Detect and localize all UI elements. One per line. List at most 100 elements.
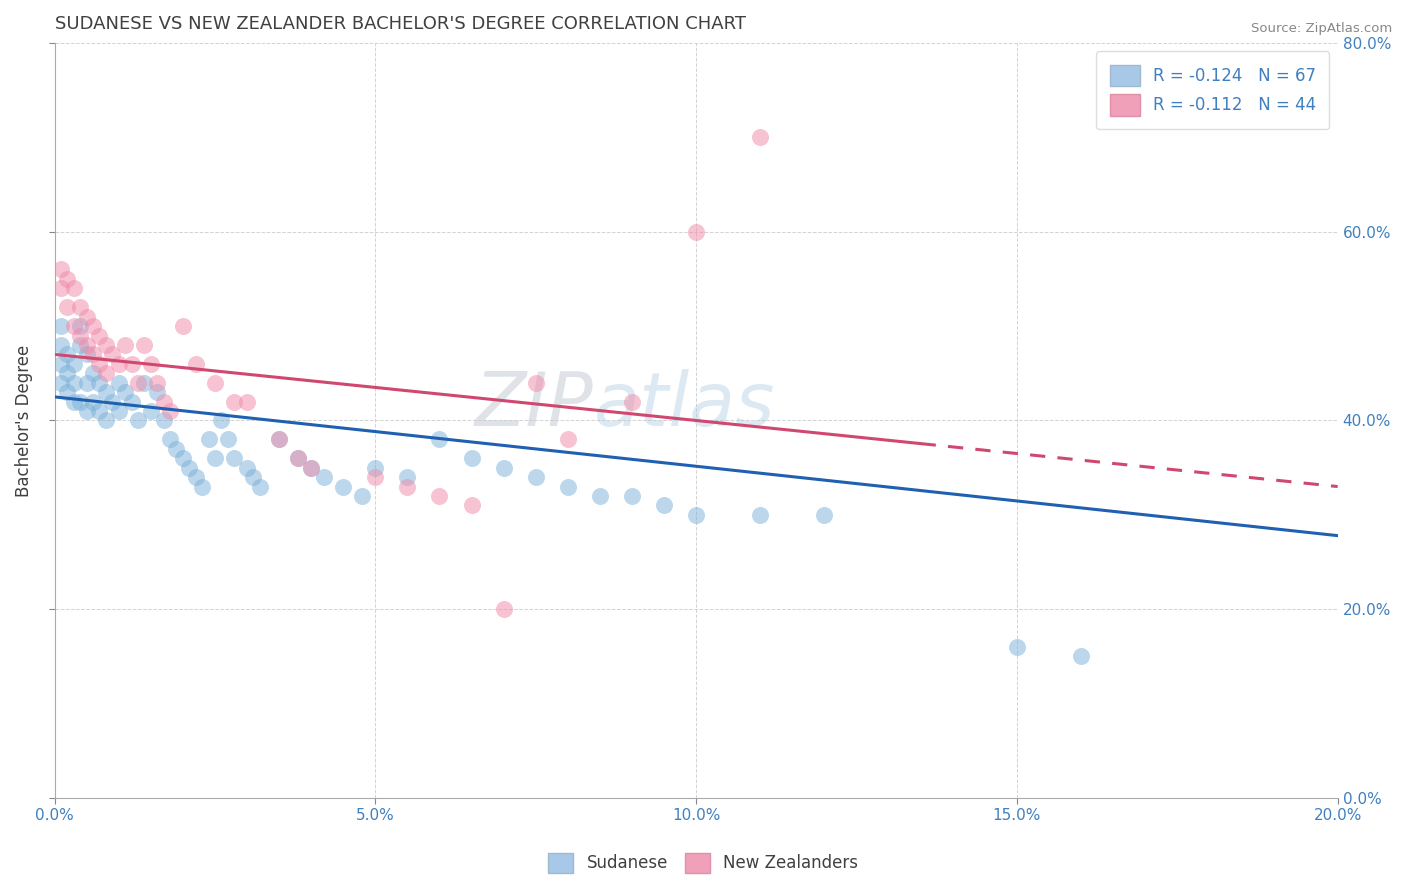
Text: ZIP: ZIP bbox=[475, 369, 593, 442]
Point bbox=[172, 319, 194, 334]
Point bbox=[267, 433, 290, 447]
Point bbox=[396, 479, 419, 493]
Point bbox=[94, 413, 117, 427]
Point bbox=[217, 433, 239, 447]
Point bbox=[152, 394, 174, 409]
Point bbox=[62, 357, 84, 371]
Point bbox=[49, 281, 72, 295]
Point bbox=[49, 376, 72, 390]
Point bbox=[267, 433, 290, 447]
Point bbox=[352, 489, 374, 503]
Point bbox=[204, 451, 226, 466]
Point bbox=[62, 394, 84, 409]
Point bbox=[56, 347, 79, 361]
Point bbox=[589, 489, 612, 503]
Point bbox=[114, 385, 136, 400]
Y-axis label: Bachelor's Degree: Bachelor's Degree bbox=[15, 344, 32, 497]
Point bbox=[429, 489, 451, 503]
Point bbox=[165, 442, 187, 456]
Point bbox=[107, 376, 129, 390]
Point bbox=[49, 357, 72, 371]
Point bbox=[139, 357, 162, 371]
Point bbox=[76, 404, 98, 418]
Point bbox=[114, 338, 136, 352]
Point bbox=[94, 338, 117, 352]
Point bbox=[49, 262, 72, 277]
Point bbox=[287, 451, 309, 466]
Point bbox=[460, 451, 482, 466]
Point bbox=[299, 460, 322, 475]
Point bbox=[82, 347, 104, 361]
Point bbox=[204, 376, 226, 390]
Point bbox=[139, 404, 162, 418]
Point bbox=[94, 385, 117, 400]
Point bbox=[749, 130, 772, 145]
Point bbox=[184, 470, 207, 484]
Point bbox=[76, 347, 98, 361]
Point bbox=[620, 489, 643, 503]
Point bbox=[134, 338, 156, 352]
Point bbox=[121, 357, 143, 371]
Point bbox=[492, 460, 515, 475]
Point bbox=[69, 394, 91, 409]
Legend: R = -0.124   N = 67, R = -0.112   N = 44: R = -0.124 N = 67, R = -0.112 N = 44 bbox=[1097, 51, 1329, 129]
Point bbox=[56, 366, 79, 380]
Point bbox=[49, 319, 72, 334]
Point bbox=[287, 451, 309, 466]
Point bbox=[127, 376, 149, 390]
Point bbox=[101, 394, 124, 409]
Point bbox=[492, 602, 515, 616]
Point bbox=[159, 433, 181, 447]
Point bbox=[146, 385, 169, 400]
Point bbox=[82, 366, 104, 380]
Point bbox=[224, 394, 246, 409]
Point bbox=[49, 338, 72, 352]
Point bbox=[101, 347, 124, 361]
Point bbox=[191, 479, 214, 493]
Point bbox=[69, 328, 91, 343]
Point bbox=[121, 394, 143, 409]
Point bbox=[685, 225, 707, 239]
Text: atlas: atlas bbox=[593, 369, 775, 442]
Point bbox=[620, 394, 643, 409]
Point bbox=[236, 460, 259, 475]
Point bbox=[209, 413, 232, 427]
Point bbox=[94, 366, 117, 380]
Text: SUDANESE VS NEW ZEALANDER BACHELOR'S DEGREE CORRELATION CHART: SUDANESE VS NEW ZEALANDER BACHELOR'S DEG… bbox=[55, 15, 745, 33]
Point bbox=[89, 404, 111, 418]
Point bbox=[396, 470, 419, 484]
Point bbox=[56, 272, 79, 286]
Point bbox=[56, 385, 79, 400]
Point bbox=[107, 357, 129, 371]
Point bbox=[184, 357, 207, 371]
Point bbox=[749, 508, 772, 522]
Point bbox=[76, 310, 98, 324]
Point bbox=[134, 376, 156, 390]
Point bbox=[127, 413, 149, 427]
Point bbox=[312, 470, 335, 484]
Point bbox=[89, 357, 111, 371]
Point bbox=[82, 319, 104, 334]
Point bbox=[62, 376, 84, 390]
Point bbox=[813, 508, 835, 522]
Point bbox=[62, 281, 84, 295]
Point bbox=[524, 376, 547, 390]
Point bbox=[62, 319, 84, 334]
Point bbox=[89, 376, 111, 390]
Point bbox=[249, 479, 271, 493]
Point bbox=[76, 338, 98, 352]
Point bbox=[1070, 649, 1092, 664]
Point bbox=[69, 338, 91, 352]
Point bbox=[1005, 640, 1028, 654]
Point bbox=[89, 328, 111, 343]
Point bbox=[299, 460, 322, 475]
Point bbox=[364, 460, 387, 475]
Point bbox=[82, 394, 104, 409]
Point bbox=[179, 460, 201, 475]
Point bbox=[332, 479, 354, 493]
Point bbox=[56, 300, 79, 314]
Point bbox=[76, 376, 98, 390]
Point bbox=[685, 508, 707, 522]
Point bbox=[429, 433, 451, 447]
Point bbox=[524, 470, 547, 484]
